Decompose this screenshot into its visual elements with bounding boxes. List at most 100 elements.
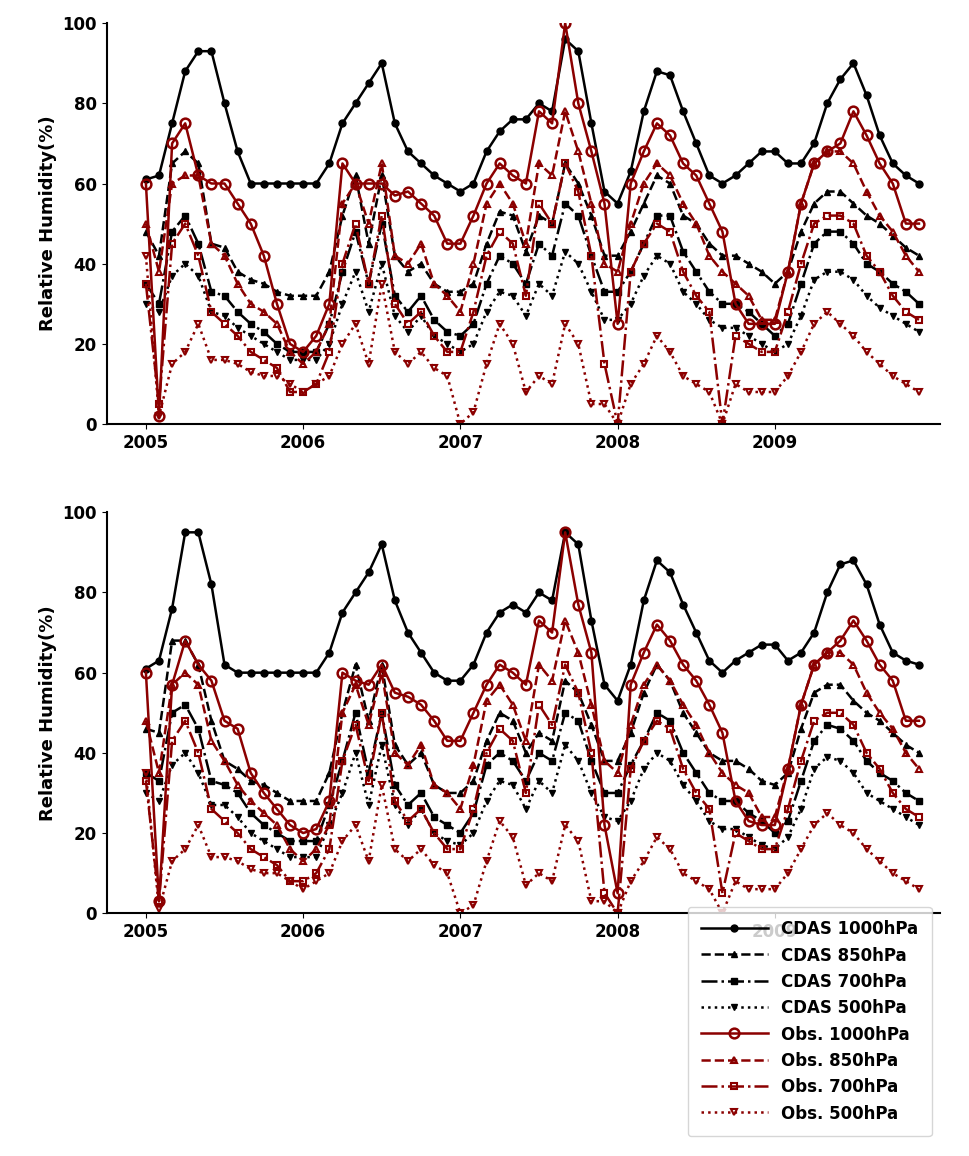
Obs. 500hPa	[362, 357, 374, 371]
Line: Obs. 1000hPa: Obs. 1000hPa	[141, 527, 923, 906]
CDAS 1000hPa	[913, 177, 924, 191]
Obs. 500hPa	[454, 906, 466, 920]
Obs. 1000hPa	[350, 177, 361, 191]
Obs. 1000hPa	[559, 525, 571, 539]
Obs. 700hPa	[336, 754, 348, 768]
Line: Obs. 500hPa: Obs. 500hPa	[142, 252, 922, 428]
CDAS 850hPa	[389, 249, 400, 262]
Line: Obs. 850hPa: Obs. 850hPa	[142, 108, 922, 368]
CDAS 1000hPa	[913, 658, 924, 672]
Obs. 850hPa	[651, 156, 663, 170]
CDAS 700hPa	[913, 297, 924, 311]
CDAS 700hPa	[389, 778, 400, 792]
Obs. 850hPa	[376, 666, 388, 680]
CDAS 1000hPa	[416, 646, 427, 660]
CDAS 500hPa	[376, 257, 388, 271]
CDAS 850hPa	[141, 721, 152, 735]
Obs. 700hPa	[389, 794, 400, 808]
Obs. 500hPa	[913, 882, 924, 896]
CDAS 700hPa	[141, 276, 152, 290]
Obs. 500hPa	[454, 417, 466, 431]
CDAS 850hPa	[297, 794, 309, 808]
CDAS 500hPa	[913, 818, 924, 832]
CDAS 1000hPa	[611, 694, 623, 707]
CDAS 700hPa	[651, 706, 663, 720]
CDAS 850hPa	[284, 794, 296, 808]
Obs. 700hPa	[402, 814, 414, 828]
CDAS 700hPa	[362, 766, 374, 780]
CDAS 500hPa	[416, 309, 427, 323]
CDAS 1000hPa	[141, 172, 152, 186]
CDAS 1000hPa	[402, 144, 414, 158]
Line: Obs. 500hPa: Obs. 500hPa	[142, 770, 922, 917]
CDAS 850hPa	[389, 738, 400, 751]
Obs. 700hPa	[389, 297, 400, 311]
CDAS 700hPa	[913, 794, 924, 808]
CDAS 850hPa	[362, 237, 374, 251]
CDAS 850hPa	[428, 276, 440, 290]
Obs. 500hPa	[336, 835, 348, 849]
Obs. 700hPa	[271, 858, 283, 872]
Obs. 850hPa	[350, 677, 361, 691]
CDAS 700hPa	[271, 336, 283, 350]
Line: CDAS 500hPa: CDAS 500hPa	[142, 249, 922, 363]
CDAS 1000hPa	[402, 625, 414, 639]
Line: CDAS 850hPa: CDAS 850hPa	[142, 148, 922, 299]
Obs. 850hPa	[297, 357, 309, 371]
Obs. 850hPa	[913, 762, 924, 776]
Obs. 850hPa	[297, 854, 309, 868]
CDAS 500hPa	[284, 353, 296, 366]
Obs. 850hPa	[402, 257, 414, 271]
Obs. 850hPa	[402, 758, 414, 772]
Obs. 1000hPa	[376, 658, 388, 672]
Obs. 500hPa	[141, 249, 152, 262]
Line: Obs. 850hPa: Obs. 850hPa	[142, 617, 922, 865]
CDAS 850hPa	[297, 289, 309, 303]
CDAS 700hPa	[284, 344, 296, 358]
Obs. 1000hPa	[402, 690, 414, 704]
CDAS 500hPa	[651, 249, 663, 262]
Obs. 500hPa	[402, 854, 414, 868]
Obs. 1000hPa	[559, 16, 571, 30]
CDAS 850hPa	[141, 224, 152, 238]
CDAS 1000hPa	[389, 117, 400, 131]
Obs. 500hPa	[362, 854, 374, 868]
Obs. 850hPa	[376, 156, 388, 170]
CDAS 500hPa	[389, 798, 400, 812]
CDAS 850hPa	[284, 289, 296, 303]
CDAS 700hPa	[284, 835, 296, 849]
Obs. 500hPa	[336, 336, 348, 350]
Obs. 850hPa	[416, 738, 427, 751]
CDAS 700hPa	[179, 698, 191, 712]
CDAS 1000hPa	[179, 525, 191, 539]
Obs. 850hPa	[559, 614, 571, 628]
Obs. 500hPa	[402, 357, 414, 371]
Obs. 500hPa	[271, 866, 283, 880]
Obs. 1000hPa	[416, 197, 427, 210]
CDAS 1000hPa	[284, 666, 296, 680]
CDAS 500hPa	[284, 850, 296, 864]
CDAS 700hPa	[559, 197, 571, 210]
Obs. 500hPa	[389, 843, 400, 857]
Obs. 700hPa	[559, 156, 571, 170]
Line: CDAS 1000hPa: CDAS 1000hPa	[142, 528, 922, 704]
Obs. 1000hPa	[350, 674, 361, 688]
Obs. 700hPa	[141, 775, 152, 788]
Obs. 1000hPa	[141, 666, 152, 680]
Obs. 850hPa	[651, 658, 663, 672]
CDAS 500hPa	[428, 827, 440, 840]
Line: CDAS 1000hPa: CDAS 1000hPa	[142, 36, 922, 207]
Y-axis label: Relative Humidity(%): Relative Humidity(%)	[39, 605, 57, 821]
CDAS 500hPa	[913, 325, 924, 339]
Legend: CDAS 1000hPa, CDAS 850hPa, CDAS 700hPa, CDAS 500hPa, Obs. 1000hPa, Obs. 850hPa, : CDAS 1000hPa, CDAS 850hPa, CDAS 700hPa, …	[688, 907, 931, 1136]
CDAS 700hPa	[416, 786, 427, 800]
Obs. 700hPa	[611, 417, 623, 431]
CDAS 500hPa	[350, 265, 361, 279]
Obs. 1000hPa	[913, 216, 924, 230]
CDAS 500hPa	[402, 325, 414, 339]
CDAS 1000hPa	[376, 538, 388, 551]
Obs. 850hPa	[913, 265, 924, 279]
CDAS 850hPa	[913, 746, 924, 759]
CDAS 700hPa	[651, 208, 663, 222]
CDAS 500hPa	[141, 297, 152, 311]
